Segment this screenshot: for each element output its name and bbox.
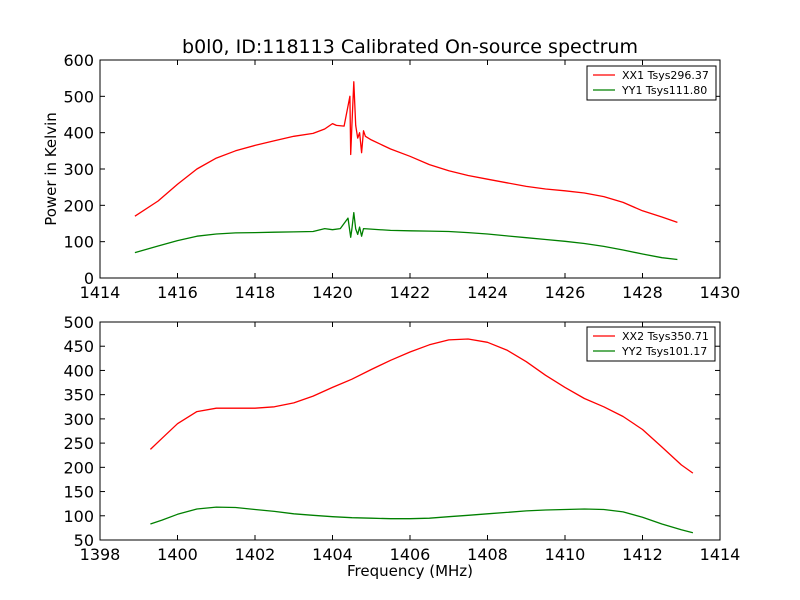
y-axis-label: Power in Kelvin (42, 112, 60, 226)
legend: XX1 Tsys296.37 YY1 Tsys111.80 (586, 65, 717, 101)
legend: XX2 Tsys350.71 YY2 Tsys101.17 (586, 326, 716, 362)
x-tick-label: 1404 (312, 545, 353, 564)
y-tick-label: 150 (63, 483, 94, 502)
series-line-xx2 (149, 338, 694, 474)
legend-box (586, 65, 717, 101)
y-tick-label: 600 (63, 51, 94, 70)
y-tick-label: 200 (63, 196, 94, 215)
x-tick-label: 1416 (157, 283, 198, 302)
y-tick-label: 300 (63, 160, 94, 179)
y-tick-label: 450 (63, 337, 94, 356)
y-tick-label: 250 (63, 434, 94, 453)
x-tick-label: 1426 (545, 283, 586, 302)
x-tick-label: 1414 (700, 545, 741, 564)
x-tick-label: 1410 (545, 545, 586, 564)
bottom-spectrum-panel: 1398 1400 1402 1404 1406 1408 1410 1412 1414 50 10… (63, 313, 740, 580)
legend-label: XX1 Tsys296.37 (622, 69, 709, 82)
x-tick-label: 1430 (700, 283, 741, 302)
y-tick-label: 400 (63, 124, 94, 143)
y-tick-label: 300 (63, 410, 94, 429)
top-spectrum-panel: 1414 1416 1418 1420 1422 1424 1426 1428 1430 0 100… (42, 51, 740, 302)
x-tick-label: 1418 (235, 283, 276, 302)
legend-label: YY1 Tsys111.80 (621, 84, 707, 97)
series-line-yy2 (150, 506, 694, 534)
x-tick-label: 1420 (312, 283, 353, 302)
y-tick-label: 350 (63, 386, 94, 405)
x-tick-label: 1400 (157, 545, 198, 564)
x-tick-label: 1428 (622, 283, 663, 302)
x-tick-label: 1398 (80, 545, 121, 564)
x-axis-label: Frequency (MHz) (347, 562, 473, 580)
y-tick-label: 400 (63, 361, 94, 380)
legend-label: YY2 Tsys101.17 (621, 345, 707, 358)
x-tick-label: 1414 (80, 283, 121, 302)
x-tick-label: 1406 (390, 545, 431, 564)
legend-box (586, 326, 716, 362)
y-tick-label: 50 (74, 531, 94, 550)
y-tick-label: 100 (63, 507, 94, 526)
series-line-yy1 (134, 211, 678, 261)
x-tick-label: 1412 (622, 545, 663, 564)
legend-label: XX2 Tsys350.71 (622, 330, 709, 343)
figure-title: b0l0, ID:118113 Calibrated On-source spe… (182, 36, 638, 58)
y-tick-label: 500 (63, 87, 94, 106)
y-tick-label: 100 (63, 233, 94, 252)
y-tick-label: 200 (63, 458, 94, 477)
y-tick-label: 500 (63, 313, 94, 332)
series-line-xx1 (134, 81, 678, 224)
y-tick-label: 0 (84, 269, 94, 288)
x-tick-label: 1424 (467, 283, 508, 302)
x-tick-label: 1408 (467, 545, 508, 564)
x-tick-label: 1422 (390, 283, 431, 302)
x-tick-label: 1402 (235, 545, 276, 564)
